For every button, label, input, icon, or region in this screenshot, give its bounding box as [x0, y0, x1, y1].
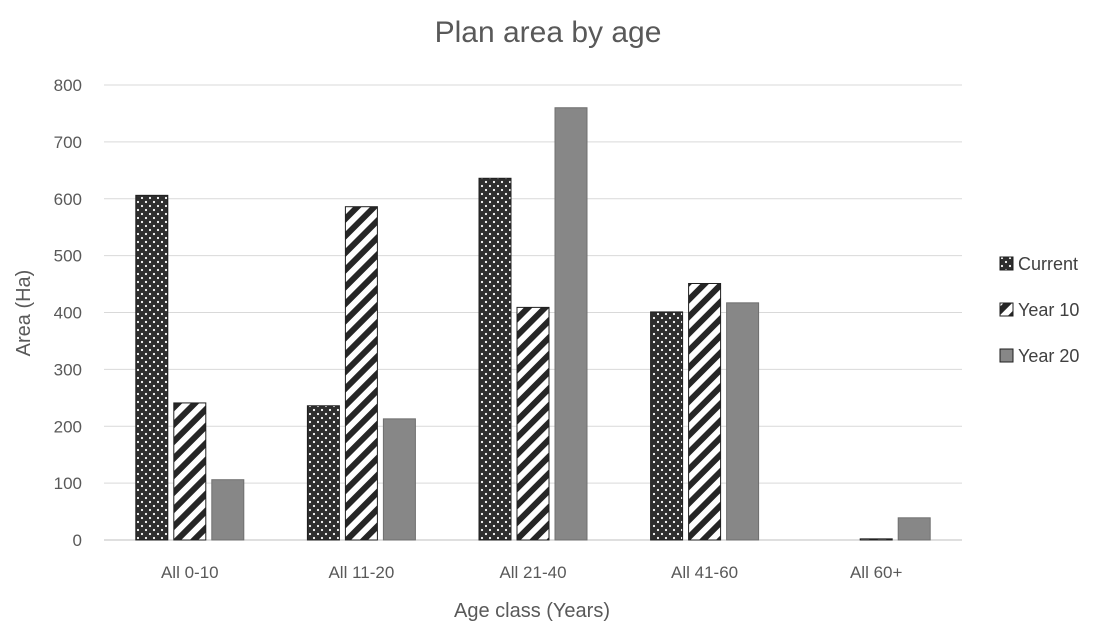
y-tick-label: 600: [54, 190, 82, 209]
bar: [306, 405, 340, 541]
legend-swatch: [999, 256, 1014, 271]
legend-label: Year 10: [1018, 300, 1079, 320]
bar: [211, 479, 245, 541]
bar: [859, 538, 893, 541]
y-tick-label: 200: [54, 417, 82, 436]
bar: [554, 107, 588, 541]
x-tick-label: All 60+: [850, 563, 903, 582]
chart-title: Plan area by age: [435, 16, 662, 49]
x-tick-label: All 0-10: [161, 563, 219, 582]
x-tick-label: All 21-40: [499, 563, 566, 582]
bars: [135, 107, 931, 541]
y-tick-label: 100: [54, 474, 82, 493]
x-axis-title: Age class (Years): [454, 600, 610, 622]
legend-label: Current: [1018, 254, 1078, 274]
bar: [516, 306, 550, 541]
y-tick-label: 500: [54, 247, 82, 266]
y-tick-label: 400: [54, 304, 82, 323]
bar: [478, 177, 512, 541]
y-axis-ticks: 0 100 200 300 400 500 600 700 800: [54, 76, 82, 550]
legend-swatch: [999, 302, 1014, 317]
bar: [382, 418, 416, 541]
x-axis-ticks: All 0-10 All 11-20 All 21-40 All 41-60 All 6…: [161, 563, 903, 582]
bar: [135, 194, 169, 541]
x-tick-label: All 11-20: [328, 563, 394, 582]
bar: [344, 206, 378, 541]
y-axis-title: Area (Ha): [13, 270, 35, 357]
legend: Current Year 10 Year 20: [999, 254, 1079, 366]
y-tick-label: 700: [54, 133, 82, 152]
x-tick-label: All 41-60: [671, 563, 738, 582]
bar: [688, 282, 722, 541]
y-tick-label: 800: [54, 76, 82, 95]
bar: [897, 517, 931, 541]
y-tick-label: 0: [73, 531, 82, 550]
legend-label: Year 20: [1018, 346, 1079, 366]
bar: [650, 311, 684, 541]
bar: [173, 402, 207, 541]
legend-swatch: [999, 348, 1014, 363]
bar: [726, 302, 760, 541]
y-tick-label: 300: [54, 360, 82, 379]
